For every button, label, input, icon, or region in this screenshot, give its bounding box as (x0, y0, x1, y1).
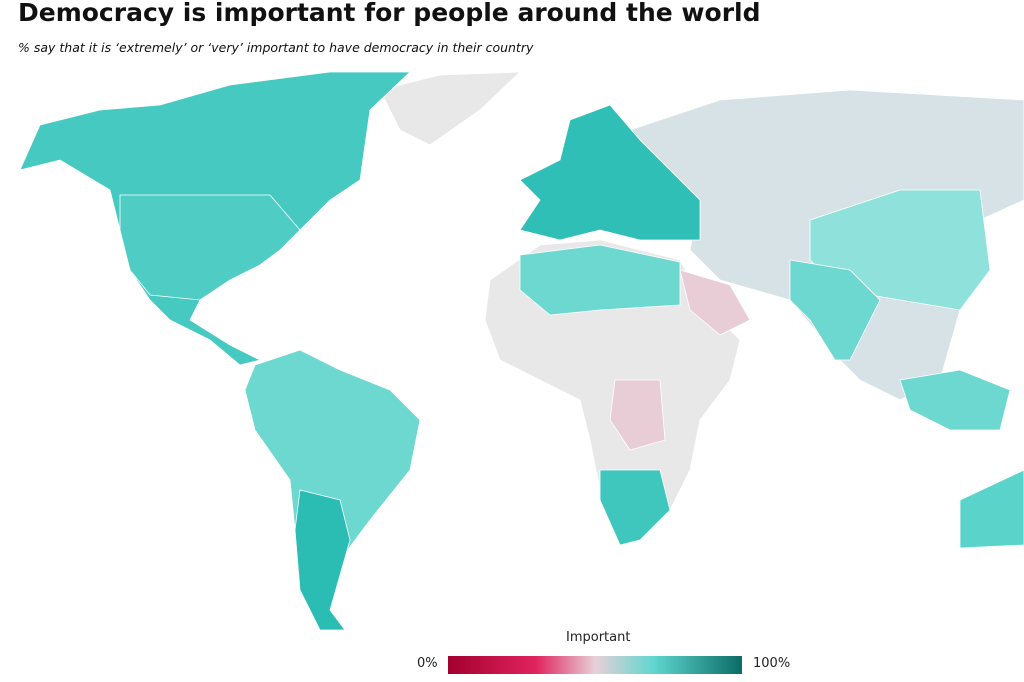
argentina (294, 489, 351, 631)
southern-africa (599, 469, 671, 546)
australia (959, 469, 1024, 549)
subtitle: % say that it is ‘extremely’ or ‘very’ i… (18, 40, 534, 55)
title: Democracy is important for people around… (18, 0, 761, 27)
india (789, 259, 881, 361)
legend-min: 0% (417, 656, 438, 671)
saudi-arabia (679, 269, 751, 336)
united-states (119, 194, 301, 301)
europe (519, 104, 701, 241)
southeast-asia (899, 369, 1011, 431)
legend-max: 100% (753, 656, 791, 671)
legend-title: Important (566, 630, 631, 645)
legend-gradient (448, 656, 742, 674)
greenland (379, 71, 522, 146)
congo (609, 379, 666, 451)
north-africa (519, 244, 681, 316)
